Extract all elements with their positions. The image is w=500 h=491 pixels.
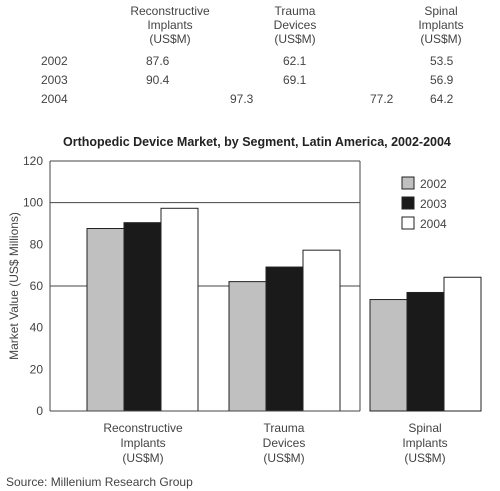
table-year: 2004	[41, 92, 68, 106]
table-header-line: Spinal	[424, 4, 458, 18]
chart-title: Orthopedic Device Market, by Segment, La…	[63, 135, 451, 149]
legend-swatch	[401, 196, 415, 210]
category-label: Implants	[402, 436, 447, 450]
legend-swatch	[401, 216, 415, 230]
table-header-line: Implants	[418, 18, 464, 32]
table-cell: 53.5	[430, 54, 454, 68]
table-header-line: Trauma	[274, 4, 316, 18]
table-header-line: (US$M)	[149, 32, 191, 46]
table-header-line: Reconstructive	[130, 4, 210, 18]
table-header-spinal: Spinal Implants (US$M)	[401, 4, 481, 46]
table-header-line: (US$M)	[420, 32, 462, 46]
bar	[369, 299, 408, 412]
table-header-line: (US$M)	[274, 32, 316, 46]
category-label: (US$M)	[404, 451, 445, 465]
category-label: Implants	[120, 436, 165, 450]
legend-label: 2004	[420, 217, 447, 231]
bar	[228, 281, 267, 412]
category-label: Reconstructive	[103, 421, 183, 435]
y-axis-label: Market Value (US$ Millions)	[7, 212, 21, 360]
bar	[406, 291, 445, 412]
table-cell: 56.9	[430, 73, 454, 87]
y-tick-label: 0	[36, 404, 43, 418]
table-cell: 77.2	[370, 92, 394, 106]
y-tick-label: 120	[23, 154, 43, 168]
bar	[443, 276, 482, 412]
bar	[86, 228, 125, 412]
y-tick-label: 100	[23, 196, 43, 210]
y-tick-label: 60	[30, 279, 44, 293]
table-header-line: Implants	[147, 18, 193, 32]
y-tick-label: 80	[30, 237, 44, 251]
legend-swatch	[401, 176, 415, 190]
y-tick-label: 20	[30, 362, 44, 376]
category-label: Trauma	[264, 421, 305, 435]
category-label: (US$M)	[122, 451, 163, 465]
table-cell: 87.6	[146, 54, 170, 68]
bar	[302, 249, 341, 412]
table-header-line: Devices	[273, 18, 317, 32]
table-cell: 62.1	[283, 54, 307, 68]
table-year: 2002	[41, 54, 68, 68]
category-label: (US$M)	[263, 451, 304, 465]
table-header-reconstructive: Reconstructive Implants (US$M)	[108, 4, 232, 46]
category-label: Spinal	[408, 421, 441, 435]
bar	[160, 207, 199, 412]
category-label: Devices	[263, 436, 306, 450]
table-cell: 97.3	[230, 92, 254, 106]
bar	[265, 266, 304, 412]
table-header-trauma: Trauma Devices (US$M)	[255, 4, 335, 46]
y-tick-label: 40	[30, 321, 44, 335]
table-cell: 90.4	[146, 73, 170, 87]
legend-label: 2003	[420, 197, 447, 211]
legend-label: 2002	[420, 177, 447, 191]
table-cell: 64.2	[430, 92, 454, 106]
table-cell: 69.1	[283, 73, 307, 87]
table-year: 2003	[41, 73, 68, 87]
source-note: Source: Millenium Research Group	[6, 475, 193, 489]
bar	[123, 222, 162, 412]
